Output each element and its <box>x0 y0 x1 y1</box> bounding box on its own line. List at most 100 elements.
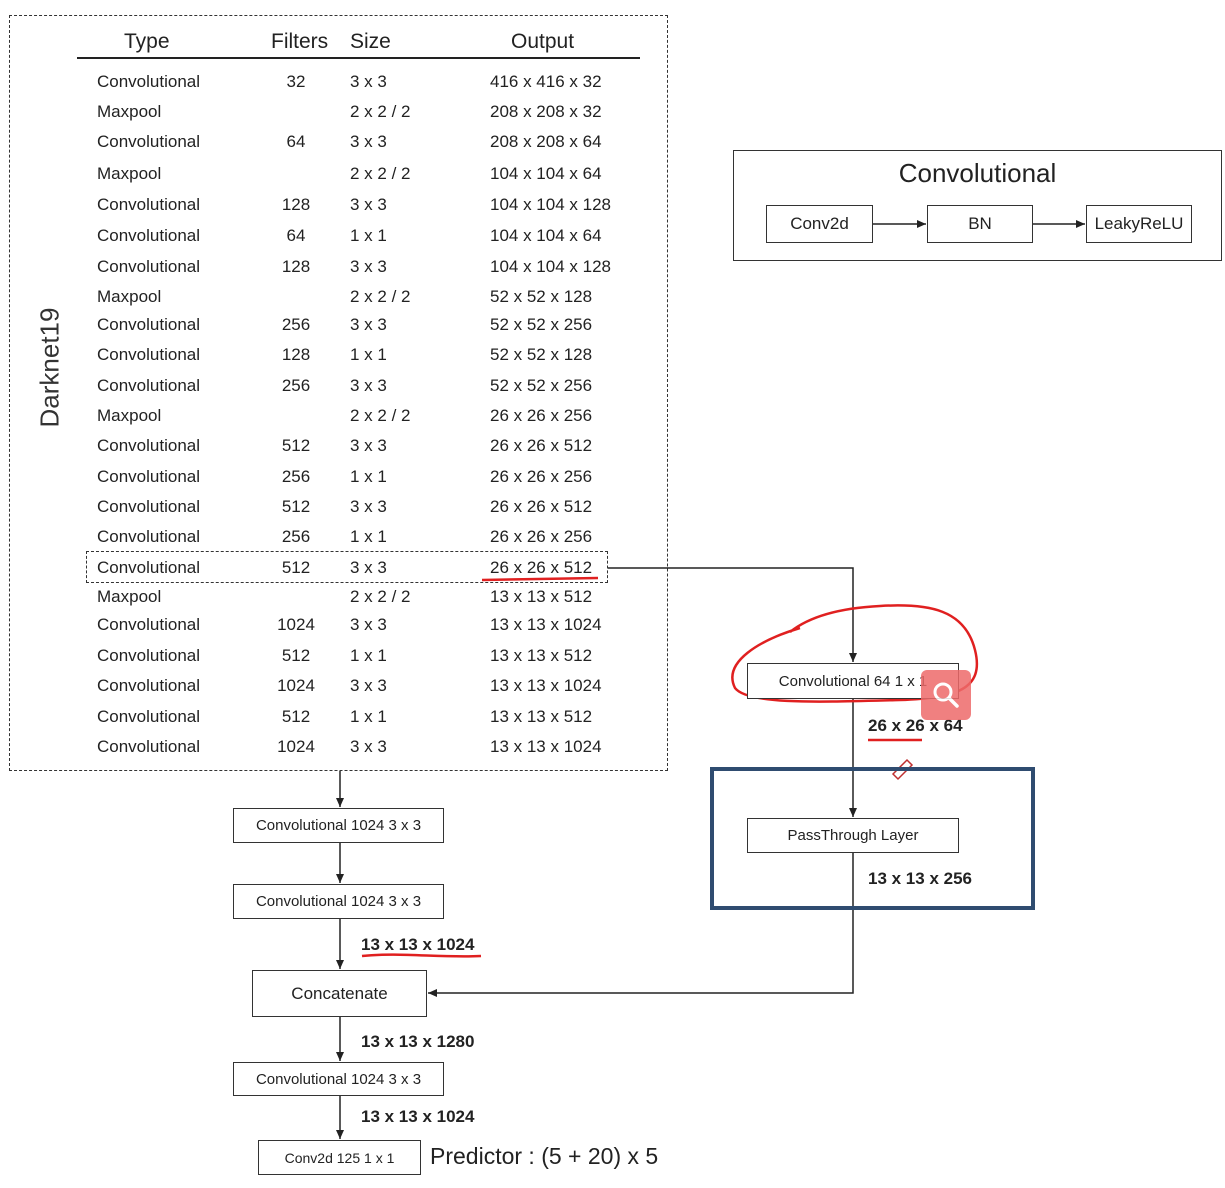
header-size: Size <box>350 30 391 53</box>
branch-conv: Convolutional 64 1 x 1 <box>747 663 959 699</box>
layer-row: Convolutional 512 1 x 1 13 x 13 x 512 <box>0 646 660 676</box>
layer-output: 13 x 13 x 512 <box>490 707 593 726</box>
layer-output: 208 x 208 x 32 <box>490 102 602 121</box>
zoom-tool-button[interactable] <box>921 670 971 720</box>
layer-output: 13 x 13 x 1024 <box>490 676 602 695</box>
layer-size: 2 x 2 / 2 <box>350 406 411 425</box>
layer-output: 13 x 13 x 1024 <box>490 615 602 634</box>
layer-output: 52 x 52 x 128 <box>490 287 593 306</box>
layer-row: Convolutional 512 3 x 3 26 x 26 x 512 <box>0 558 660 588</box>
layer-row: Convolutional 512 3 x 3 26 x 26 x 512 <box>0 436 660 466</box>
layer-filters: 1024 <box>277 737 315 756</box>
layer-output: 52 x 52 x 128 <box>490 345 593 364</box>
layer-filters: 512 <box>281 436 311 455</box>
arrow-passthrough-to-concat <box>428 853 854 997</box>
layer-type: Maxpool <box>97 587 162 606</box>
layer-output: 52 x 52 x 256 <box>490 315 593 334</box>
layer-filters: 128 <box>281 195 311 214</box>
layer-size: 2 x 2 / 2 <box>350 102 411 121</box>
head-conv-c: Convolutional 1024 3 x 3 <box>233 1062 444 1096</box>
skip-source-highlight <box>86 551 608 583</box>
layer-row: Convolutional 256 1 x 1 26 x 26 x 256 <box>0 467 660 497</box>
layer-size: 1 x 1 <box>350 707 387 726</box>
red-underline-skip-output <box>481 576 599 582</box>
layer-output: 26 x 26 x 256 <box>490 467 593 486</box>
layer-size: 3 x 3 <box>350 195 387 214</box>
layer-size: 3 x 3 <box>350 72 387 91</box>
layer-row: Convolutional 256 1 x 1 26 x 26 x 256 <box>0 527 660 557</box>
concatenate-box: Concatenate <box>252 970 427 1017</box>
layer-size: 3 x 3 <box>350 558 387 577</box>
layer-output: 26 x 26 x 512 <box>490 436 593 455</box>
legend-bn: BN <box>927 205 1033 243</box>
head-out-concat: 13 x 13 x 1280 <box>361 1032 475 1051</box>
layer-output: 26 x 26 x 512 <box>490 497 593 516</box>
layer-row: Convolutional 64 1 x 1 104 x 104 x 64 <box>0 226 660 256</box>
layer-filters: 256 <box>281 315 311 334</box>
red-underline-trunk-output <box>361 953 482 958</box>
layer-row: Convolutional 128 3 x 3 104 x 104 x 128 <box>0 195 660 225</box>
layer-size: 3 x 3 <box>350 676 387 695</box>
layer-output: 13 x 13 x 512 <box>490 646 593 665</box>
layer-output: 26 x 26 x 512 <box>490 558 593 577</box>
layer-type: Convolutional <box>97 676 201 695</box>
layer-row: Convolutional 512 1 x 1 13 x 13 x 512 <box>0 707 660 737</box>
layer-size: 3 x 3 <box>350 315 387 334</box>
layer-row: Convolutional 1024 3 x 3 13 x 13 x 1024 <box>0 615 660 645</box>
magnifier-icon <box>933 682 959 708</box>
layer-output: 26 x 26 x 256 <box>490 527 593 546</box>
legend-leakyrelu: LeakyReLU <box>1086 205 1192 243</box>
layer-type: Convolutional <box>97 376 201 395</box>
layer-type: Convolutional <box>97 527 201 546</box>
layer-size: 3 x 3 <box>350 257 387 276</box>
layer-filters: 64 <box>286 226 306 245</box>
layer-row: Maxpool 2 x 2 / 2 13 x 13 x 512 <box>0 587 660 617</box>
layer-row: Convolutional 256 3 x 3 52 x 52 x 256 <box>0 376 660 406</box>
layer-size: 1 x 1 <box>350 527 387 546</box>
header-type: Type <box>124 30 170 53</box>
layer-size: 3 x 3 <box>350 737 387 756</box>
layer-type: Convolutional <box>97 195 201 214</box>
layer-type: Convolutional <box>97 257 201 276</box>
layer-row: Convolutional 1024 3 x 3 13 x 13 x 1024 <box>0 676 660 706</box>
layer-type: Convolutional <box>97 646 201 665</box>
layer-output: 104 x 104 x 64 <box>490 226 602 245</box>
layer-type: Maxpool <box>97 164 162 183</box>
final-conv2d: Conv2d 125 1 x 1 <box>258 1140 421 1175</box>
head-out-b: 13 x 13 x 1024 <box>361 935 475 954</box>
layer-row: Convolutional 512 3 x 3 26 x 26 x 512 <box>0 497 660 527</box>
layer-filters: 1024 <box>277 615 315 634</box>
layer-type: Convolutional <box>97 467 201 486</box>
layer-type: Convolutional <box>97 315 201 334</box>
layer-row: Convolutional 64 3 x 3 208 x 208 x 64 <box>0 132 660 162</box>
layer-size: 1 x 1 <box>350 646 387 665</box>
layer-type: Convolutional <box>97 497 201 516</box>
layer-size: 1 x 1 <box>350 226 387 245</box>
layer-row: Maxpool 2 x 2 / 2 26 x 26 x 256 <box>0 406 660 436</box>
layer-output: 416 x 416 x 32 <box>490 72 602 91</box>
layer-size: 3 x 3 <box>350 497 387 516</box>
layer-filters: 256 <box>281 467 311 486</box>
arrow-skip-to-branch-conv <box>608 567 857 662</box>
layer-size: 2 x 2 / 2 <box>350 164 411 183</box>
layer-output: 26 x 26 x 256 <box>490 406 593 425</box>
layer-row: Convolutional 1024 3 x 3 13 x 13 x 1024 <box>0 737 660 767</box>
layer-filters: 512 <box>281 646 311 665</box>
layer-filters: 128 <box>281 257 311 276</box>
legend-frame <box>733 150 1222 261</box>
layer-size: 1 x 1 <box>350 345 387 364</box>
layer-type: Convolutional <box>97 72 201 91</box>
layer-row: Convolutional 256 3 x 3 52 x 52 x 256 <box>0 315 660 345</box>
header-filters: Filters <box>271 30 329 53</box>
darknet19-frame <box>9 15 668 771</box>
layer-type: Convolutional <box>97 737 201 756</box>
header-output: Output <box>511 30 575 53</box>
predictor-label: Predictor : (5 + 20) x 5 <box>430 1143 659 1169</box>
layer-output: 208 x 208 x 64 <box>490 132 602 151</box>
layer-output: 13 x 13 x 1024 <box>490 737 602 756</box>
layer-type: Convolutional <box>97 132 201 151</box>
layer-filters: 1024 <box>277 676 315 695</box>
passthrough-highlight-frame <box>710 767 1035 910</box>
layer-type: Convolutional <box>97 558 201 577</box>
